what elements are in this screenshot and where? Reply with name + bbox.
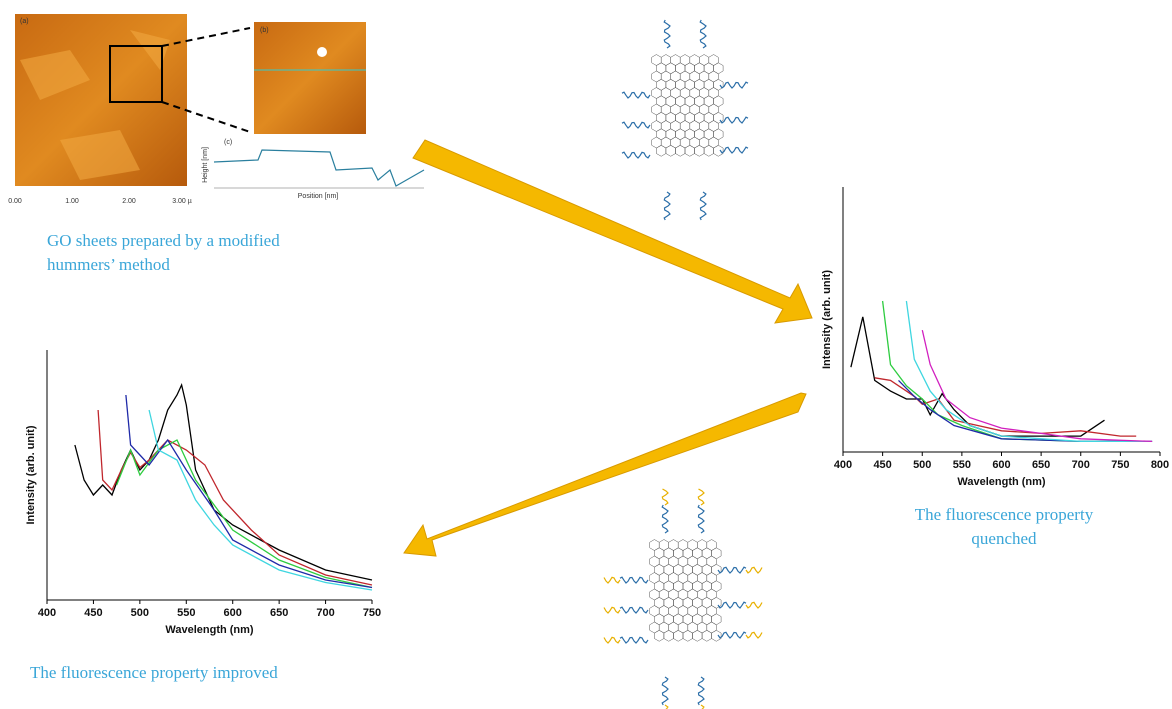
x-tick-label: 600 [224,607,242,619]
chain [662,489,668,505]
chain [604,577,620,583]
spectrum-line [149,410,372,590]
hex-lattice [650,540,721,642]
spectrum-line [851,317,1105,436]
chain [700,192,706,220]
afm-zoom-image [254,22,366,134]
chain [664,192,670,220]
afm-x-label: 0.00 [8,198,22,205]
x-tick-label: 700 [1072,459,1090,471]
x-tick-label: 800 [1151,459,1169,471]
spectrum-line [883,301,1153,441]
x-tick-label: 750 [363,607,381,619]
x-tick-label: 600 [992,459,1010,471]
chain [620,637,648,643]
x-tick-label: 650 [1032,459,1050,471]
spectrum-line [875,378,1136,436]
spectrum-line [75,385,372,580]
arrow [413,140,812,323]
x-tick-label: 500 [913,459,931,471]
chain [622,152,650,158]
x-tick-label: 400 [834,459,852,471]
chain [700,20,706,48]
x-tick-label: 450 [84,607,102,619]
afm-x-label: 2.00 [122,198,136,205]
panel-label: (a) [20,18,29,25]
graphene-top [622,20,748,220]
chain [604,607,620,613]
chain [662,505,668,533]
afm-x-label: 1.00 [65,198,79,205]
chain [604,637,620,643]
spectrum-line [98,410,372,585]
profile-y-label: Height [nm] [202,147,209,183]
chain [620,577,648,583]
x-tick-label: 400 [38,607,56,619]
chain [718,632,746,638]
profile-panel [212,138,426,200]
caption: The fluorescence property improved [30,663,278,682]
caption: The fluorescence property [915,505,1094,524]
chain [622,122,650,128]
chain [720,147,748,153]
spectrum-line [922,330,1152,441]
chain [718,567,746,573]
chain [698,505,704,533]
spectrum-line [117,440,372,588]
panel-label: (b) [260,27,269,34]
caption: hummers’ method [47,255,170,274]
x-tick-label: 750 [1111,459,1129,471]
afm-particle [317,47,327,57]
x-tick-label: 650 [270,607,288,619]
chain [662,705,668,709]
caption: GO sheets prepared by a modified [47,231,280,250]
chain [698,705,704,709]
panel-label: (c) [224,139,232,146]
chain [720,82,748,88]
hex-lattice [652,55,723,157]
caption: quenched [971,529,1037,548]
x-tick-label: 550 [953,459,971,471]
y-axis-label: Intensity (arb. unit) [25,425,37,524]
chain [746,567,762,573]
chain [622,92,650,98]
chain [620,607,648,613]
profile-x-label: Position [nm] [298,193,339,200]
x-axis-label: Wavelength (nm) [165,624,254,636]
chain [746,602,762,608]
x-tick-label: 550 [177,607,195,619]
afm-x-label: 3.00 µ [172,198,192,205]
x-tick-label: 450 [873,459,891,471]
graphene-bottom [604,489,762,709]
chain [746,632,762,638]
y-axis-label: Intensity (arb. unit) [821,270,833,369]
figure: (a) 0.00 1.00 2.00 3.00 µ (b) (c) Positi… [0,0,1172,709]
chain [718,602,746,608]
chain [662,677,668,705]
chain [720,117,748,123]
x-tick-label: 500 [131,607,149,619]
x-axis-label: Wavelength (nm) [957,476,1046,488]
chain [698,677,704,705]
x-tick-label: 700 [316,607,334,619]
chain [698,489,704,505]
chain [664,20,670,48]
arrow [404,393,806,556]
spectrum-line [906,301,1152,441]
